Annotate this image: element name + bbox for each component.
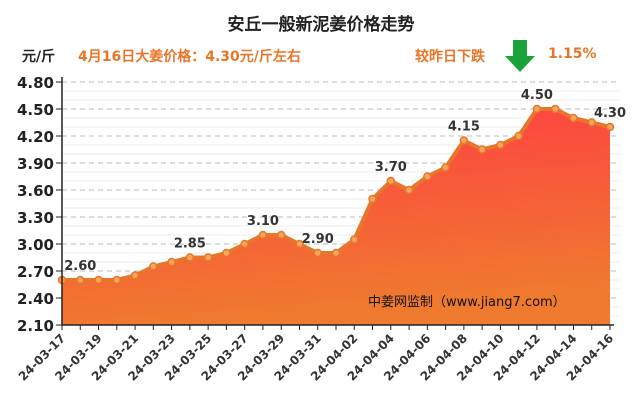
data-point	[532, 104, 542, 114]
data-point	[514, 131, 523, 141]
y-tick-label: 2.70	[17, 263, 54, 281]
data-point	[587, 118, 596, 127]
data-label: 2.85	[174, 237, 206, 252]
data-point	[94, 275, 103, 285]
data-point	[130, 271, 140, 280]
arrow-down-icon	[505, 40, 535, 72]
data-label: 3.70	[375, 160, 407, 175]
price-info: 4月16日大姜价格：4.30元/斤左右	[78, 49, 301, 65]
data-point	[76, 275, 85, 285]
data-label: 4.50	[521, 88, 553, 103]
data-point	[496, 140, 505, 150]
data-point	[441, 163, 450, 172]
data-point	[459, 136, 469, 145]
chart-title: 安丘一般新泥姜价格走势	[227, 15, 415, 35]
y-tick-label: 3.90	[17, 155, 54, 173]
compare-label: 较昨日下跌	[415, 49, 485, 65]
data-point	[477, 145, 487, 154]
data-point	[167, 257, 176, 267]
data-point	[295, 239, 304, 249]
data-label: 2.90	[302, 232, 334, 247]
y-tick-label: 4.50	[17, 101, 54, 119]
y-tick-label: 3.00	[17, 236, 54, 254]
data-point	[331, 248, 341, 258]
data-point	[240, 239, 249, 249]
y-tick-label: 3.30	[17, 209, 54, 227]
data-point	[313, 248, 322, 258]
data-point	[222, 248, 231, 258]
y-tick-label: 3.60	[17, 182, 54, 200]
data-label: 3.10	[247, 214, 279, 229]
data-label: 4.15	[448, 120, 480, 135]
data-point	[203, 253, 213, 262]
data-point	[386, 176, 396, 186]
y-tick-label: 2.10	[17, 317, 54, 335]
data-point	[350, 235, 359, 244]
data-point	[569, 113, 578, 123]
data-point	[550, 104, 560, 114]
data-point	[149, 262, 158, 271]
data-point	[368, 194, 377, 204]
y-tick-label: 2.40	[17, 290, 54, 308]
data-point	[112, 275, 122, 285]
data-point	[258, 230, 268, 240]
compare-percent: 1.15%	[548, 46, 597, 62]
area-fill	[62, 109, 610, 325]
y-tick-label: 4.20	[17, 128, 54, 146]
y-tick-label: 4.80	[17, 74, 54, 92]
data-point	[605, 122, 615, 132]
data-point	[404, 185, 414, 195]
data-point	[276, 230, 286, 240]
data-label: 2.60	[64, 259, 96, 274]
data-point	[185, 253, 195, 262]
data-point	[423, 172, 432, 181]
y-axis-unit: 元/斤	[22, 49, 56, 65]
data-label: 4.30	[594, 106, 626, 121]
source-label: 中姜网监制（www.jiang7.com）	[368, 295, 566, 310]
